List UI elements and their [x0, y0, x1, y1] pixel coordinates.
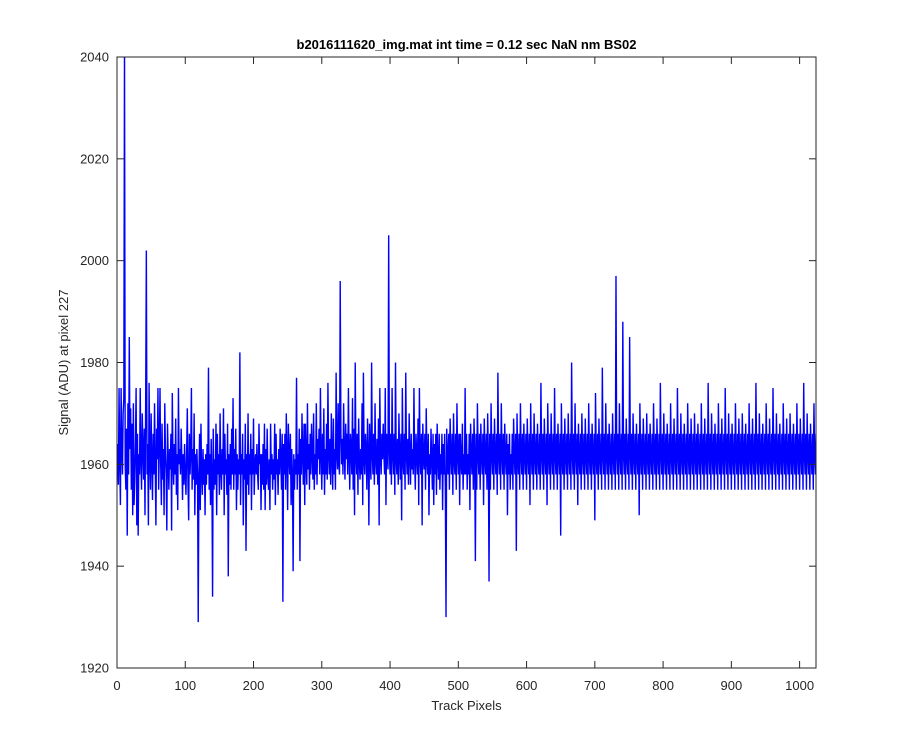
- x-tick-label: 900: [721, 678, 743, 693]
- y-axis-label: Signal (ADU) at pixel 227: [56, 290, 71, 436]
- x-tick-label: 100: [174, 678, 196, 693]
- ticks-layer: 0 100 200 300 400 500 600 700 800 900 1000 1920 1940…: [80, 50, 816, 693]
- x-tick-label: 800: [652, 678, 674, 693]
- axes-box: [116, 56, 817, 669]
- x-tick-label: 200: [243, 678, 265, 693]
- x-tick-label: 600: [516, 678, 538, 693]
- x-axis-label: Track Pixels: [431, 698, 502, 713]
- y-tick-label: 2040: [80, 50, 109, 65]
- y-tick-label: 2020: [80, 151, 109, 166]
- x-tick-label: 300: [311, 678, 333, 693]
- chart-title: b2016111620_img.mat int time = 0.12 sec …: [297, 37, 637, 52]
- y-tick-label: 1920: [80, 661, 109, 676]
- series-line-1: [117, 57, 816, 623]
- y-tick-label: 1960: [80, 457, 109, 472]
- x-tick-label: 500: [447, 678, 469, 693]
- y-tick-label: 1940: [80, 559, 109, 574]
- x-tick-label: 0: [113, 678, 120, 693]
- y-tick-label: 1980: [80, 355, 109, 370]
- plot-area: [117, 57, 816, 668]
- series-layer: [117, 57, 816, 623]
- x-tick-label: 1000: [785, 678, 814, 693]
- x-tick-label: 400: [379, 678, 401, 693]
- x-tick-label: 700: [584, 678, 606, 693]
- y-tick-label: 2000: [80, 253, 109, 268]
